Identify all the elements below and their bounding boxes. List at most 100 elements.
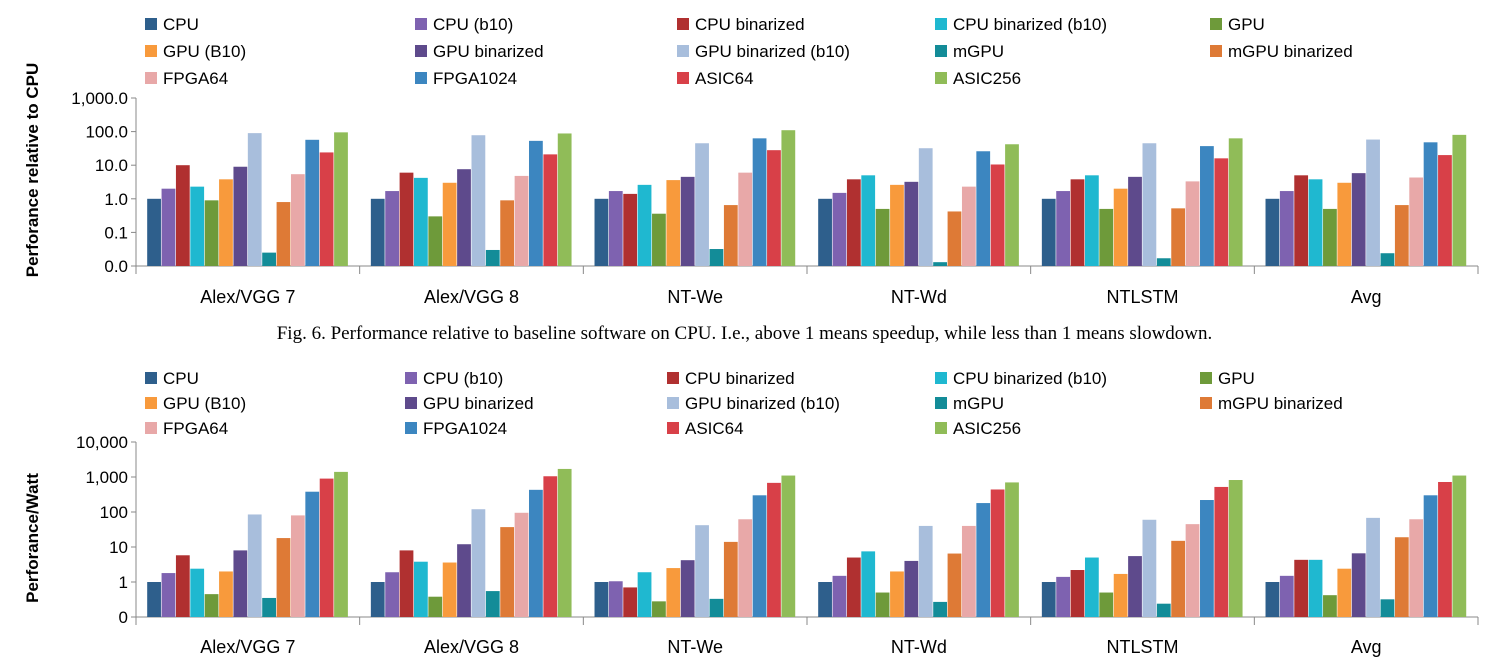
legend-swatch-cpu-binarized <box>667 372 679 384</box>
figure-caption: Fig. 6. Performance relative to baseline… <box>276 323 1213 344</box>
perf-bar-asic64-alex-vgg-8 <box>543 154 558 266</box>
category-label-nt-wd: NT-Wd <box>891 287 947 307</box>
perf-bar-gpu-b10-avg <box>1337 182 1352 266</box>
legend-label-mgpu-binarized: mGPU binarized <box>1228 42 1353 61</box>
legend-label-gpu-binarized: GPU binarized <box>433 42 544 61</box>
legend-label-gpu-binarized-b10: GPU binarized (b10) <box>685 394 840 413</box>
perfwatt-bar-cpu-nt-we <box>594 582 609 617</box>
legend-label-gpu: GPU <box>1228 15 1265 34</box>
perf-bar-fpga64-ntlstm <box>1185 181 1200 266</box>
legend-label-asic256: ASIC256 <box>953 69 1021 88</box>
perfwatt-bar-asic256-ntlstm <box>1228 480 1243 617</box>
performance-axes: 0.0 0.1 1.0 10.0 100.0 1,000.0 Alex/VGG 7 Alex/… <box>71 89 1479 307</box>
legend-label-cpu: CPU <box>163 369 199 388</box>
perfwatt-bar-fpga64-nt-we <box>738 519 753 617</box>
perfwatt-bar-cpu-binarized-alex-vgg-7 <box>175 555 190 617</box>
perf-bar-gpu-binarized-b10-alex-vgg-7 <box>247 133 262 266</box>
legend-label-cpu-binarized-b10: CPU binarized (b10) <box>953 369 1107 388</box>
perf-bar-gpu-nt-we <box>652 213 666 266</box>
perfwatt-bar-asic64-avg <box>1438 481 1452 617</box>
perf-bar-cpu-binarized-b10-alex-vgg-8 <box>413 177 428 266</box>
perfwatt-bar-asic256-alex-vgg-7 <box>334 471 348 617</box>
perf-bar-cpu-binarized-ntlstm <box>1070 179 1085 266</box>
category-label-avg: Avg <box>1351 287 1382 307</box>
perfwatt-bar-asic256-avg <box>1452 475 1467 617</box>
perfwatt-bar-gpu-binarized-b10-nt-wd <box>918 525 933 617</box>
perf-bar-gpu-binarized-b10-alex-vgg-8 <box>471 135 486 266</box>
perf-bar-fpga1024-ntlstm <box>1200 146 1214 266</box>
y-tick-label: 1 <box>119 573 128 592</box>
perfwatt-bar-gpu-ntlstm <box>1099 592 1114 617</box>
legend-swatch-cpu-b10 <box>405 372 417 384</box>
legend-swatch-mgpu <box>935 397 947 409</box>
y-tick-label: 1,000 <box>85 468 128 487</box>
performance-per-watt-y-axis-label: Perforance/Watt <box>23 473 42 603</box>
y-tick-label: 100 <box>100 503 128 522</box>
perf-bar-cpu-nt-we <box>594 198 609 266</box>
perfwatt-bar-cpu-alex-vgg-8 <box>370 582 385 617</box>
perfwatt-bar-cpu-binarized-ntlstm <box>1070 570 1085 617</box>
perfwatt-bar-mgpu-binarized-alex-vgg-8 <box>500 527 515 617</box>
perf-bar-cpu-binarized-alex-vgg-7 <box>175 165 190 266</box>
perfwatt-bar-fpga1024-alex-vgg-8 <box>529 489 543 617</box>
perf-bar-gpu-binarized-b10-nt-wd <box>918 148 933 266</box>
perf-bar-fpga1024-avg <box>1423 142 1438 266</box>
perf-bar-cpu-binarized-b10-nt-we <box>637 184 652 266</box>
perf-bar-gpu-binarized-alex-vgg-7 <box>233 166 248 266</box>
perf-bar-asic256-nt-we <box>781 130 796 266</box>
perfwatt-bar-fpga64-ntlstm <box>1185 524 1200 617</box>
legend-swatch-gpu <box>1210 18 1222 30</box>
perfwatt-bar-mgpu-nt-we <box>709 598 724 617</box>
y-tick-label: 0.0 <box>104 257 128 276</box>
perf-bar-fpga64-alex-vgg-8 <box>514 175 529 266</box>
perf-bar-gpu-b10-ntlstm <box>1113 188 1128 266</box>
legend-swatch-cpu <box>145 18 157 30</box>
legend-label-gpu-b10: GPU (B10) <box>163 394 246 413</box>
perf-bar-gpu-binarized-nt-we <box>680 176 695 266</box>
perf-bar-gpu-binarized-avg <box>1351 173 1366 266</box>
perf-bar-cpu-binarized-nt-wd <box>846 179 861 266</box>
perf-bar-mgpu-binarized-alex-vgg-7 <box>276 202 291 266</box>
perfwatt-bar-cpu-binarized-avg <box>1294 559 1309 617</box>
perfwatt-bar-mgpu-binarized-avg <box>1394 537 1409 617</box>
perf-bar-gpu-binarized-b10-avg <box>1366 139 1380 266</box>
perfwatt-bar-gpu-binarized-b10-alex-vgg-7 <box>247 514 262 617</box>
perf-bar-asic256-alex-vgg-7 <box>334 132 348 266</box>
performance-per-watt-legend: CPU CPU (b10) CPU binarized CPU binarized (… <box>145 369 1343 438</box>
perfwatt-bar-gpu-b10-nt-wd <box>890 571 904 617</box>
perf-bar-cpu-b10-nt-wd <box>832 192 847 266</box>
legend-swatch-gpu-binarized <box>415 45 427 57</box>
y-tick-label: 1,000.0 <box>71 89 128 108</box>
perfwatt-bar-gpu-binarized-alex-vgg-8 <box>457 544 471 617</box>
y-tick-label: 10.0 <box>95 156 128 175</box>
perfwatt-bar-gpu-binarized-b10-alex-vgg-8 <box>471 509 486 617</box>
perfwatt-bar-cpu-binarized-b10-ntlstm <box>1084 557 1099 617</box>
perfwatt-bar-fpga1024-ntlstm <box>1200 500 1214 617</box>
perfwatt-bar-gpu-b10-nt-we <box>666 568 681 617</box>
perfwatt-bar-fpga64-nt-wd <box>961 525 976 617</box>
performance-chart: CPU CPU (b10) CPU binarized CPU binarized (… <box>23 15 1479 307</box>
perf-bar-mgpu-avg <box>1380 253 1395 266</box>
category-label-nt-wd: NT-Wd <box>891 637 947 657</box>
perf-bar-fpga1024-nt-wd <box>976 151 991 266</box>
category-label-ntlstm: NTLSTM <box>1107 287 1179 307</box>
perfwatt-bar-mgpu-avg <box>1380 599 1395 617</box>
perfwatt-bar-cpu-b10-alex-vgg-7 <box>161 573 176 617</box>
perf-bar-gpu-binarized-b10-ntlstm <box>1142 143 1157 266</box>
legend-label-asic64: ASIC64 <box>685 419 744 438</box>
perf-bar-cpu-binarized-b10-ntlstm <box>1084 175 1099 266</box>
perf-bar-cpu-nt-wd <box>818 198 832 266</box>
perfwatt-bar-mgpu-binarized-nt-wd <box>947 553 962 617</box>
legend-label-asic256: ASIC256 <box>953 419 1021 438</box>
perf-bar-mgpu-nt-we <box>709 249 724 266</box>
perf-bar-asic64-nt-we <box>767 150 781 266</box>
y-tick-label: 0.1 <box>104 223 128 242</box>
perf-bar-cpu-ntlstm <box>1041 198 1056 266</box>
perf-bar-gpu-b10-nt-wd <box>890 184 904 266</box>
perf-bar-gpu-ntlstm <box>1099 208 1114 266</box>
performance-per-watt-chart: CPU CPU (b10) CPU binarized CPU binarized (… <box>23 369 1479 657</box>
perf-bar-cpu-binarized-b10-nt-wd <box>861 175 876 266</box>
perfwatt-bar-asic64-nt-wd <box>990 489 1005 617</box>
legend-label-mgpu: mGPU <box>953 42 1004 61</box>
perf-bar-cpu-binarized-nt-we <box>623 193 638 266</box>
